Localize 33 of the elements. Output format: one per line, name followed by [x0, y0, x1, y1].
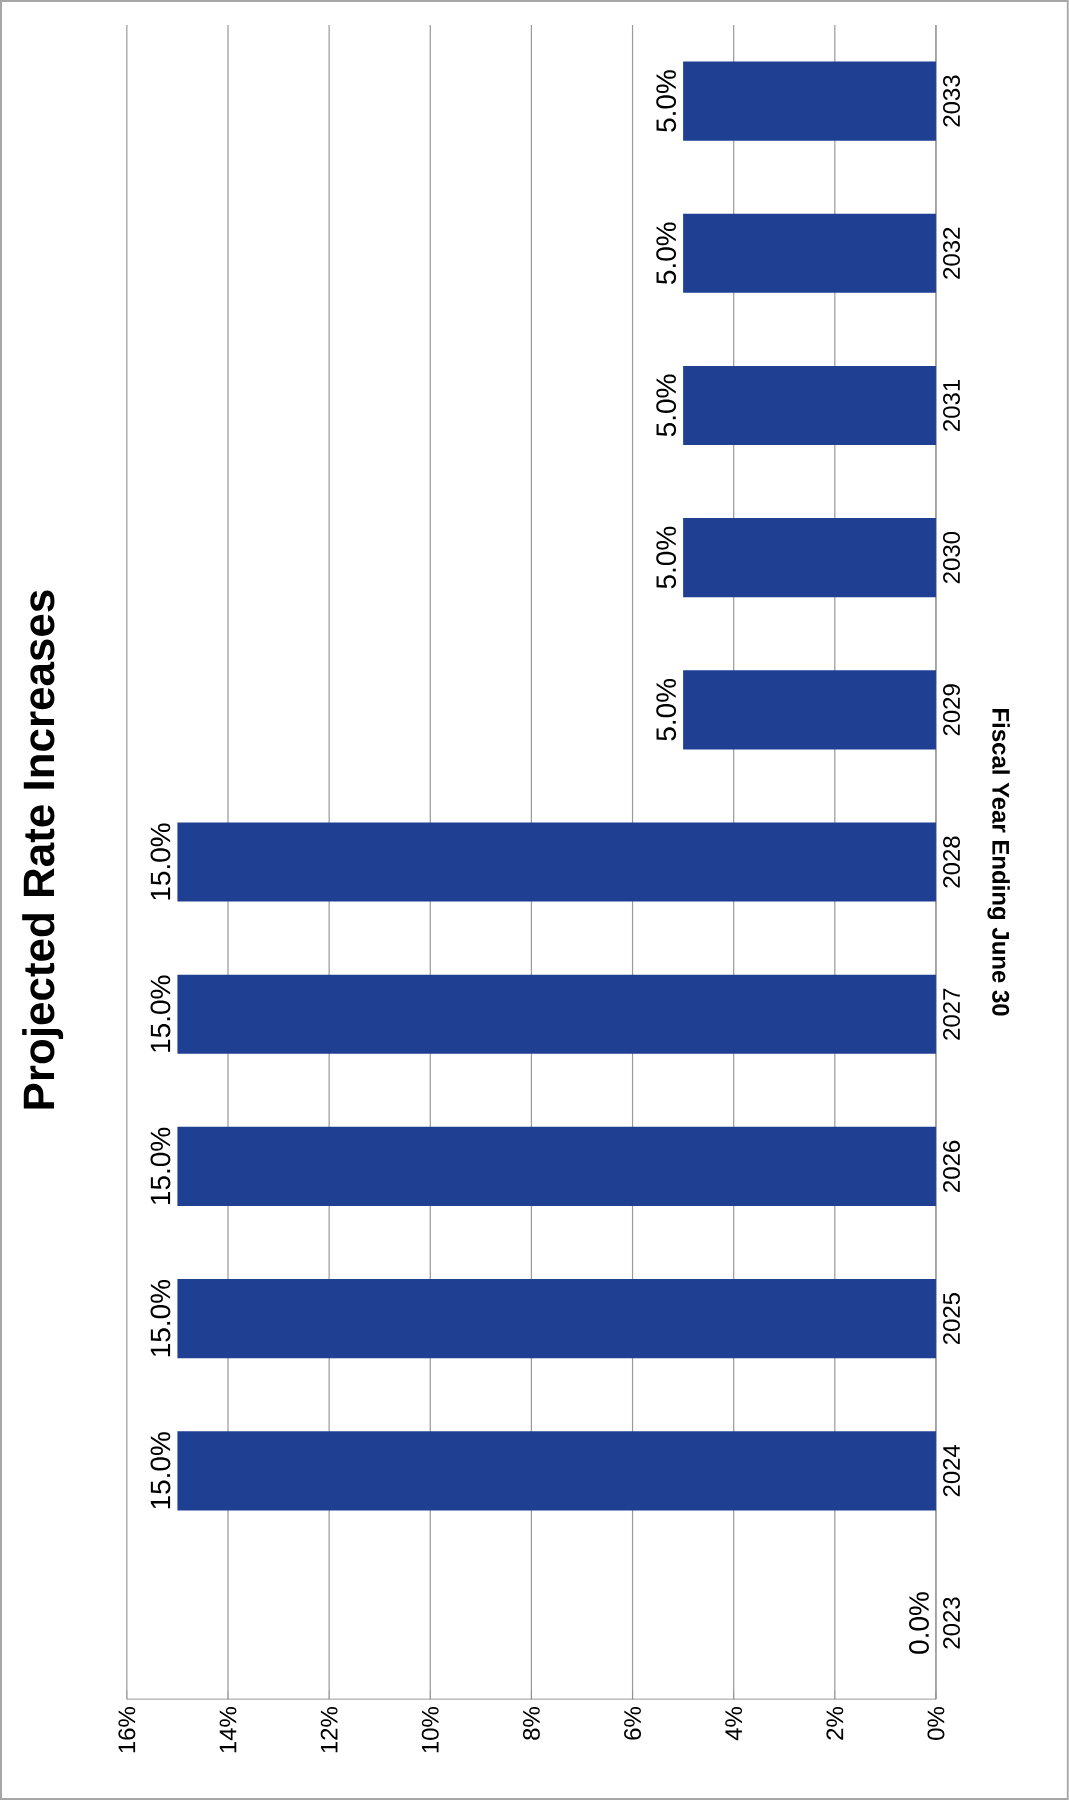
y-tick-label: 2028 — [943, 836, 961, 888]
x-tick-label: 10% — [421, 1707, 439, 1753]
data-label: 5.0% — [656, 70, 677, 132]
y-tick-label: 2030 — [943, 531, 961, 584]
x-tick-label: 6% — [624, 1707, 642, 1740]
y-tick-label: 2026 — [943, 1140, 961, 1192]
y-axis-title: Fiscal Year Ending June 30 — [987, 709, 1010, 1016]
x-tick-label: 12% — [320, 1707, 338, 1753]
data-label: 5.0% — [656, 222, 677, 285]
y-tick-label: 2033 — [943, 75, 961, 127]
data-label: 5.0% — [656, 374, 677, 437]
data-label: 5.0% — [656, 526, 677, 589]
data-label: 15.0% — [150, 823, 171, 900]
data-label: 5.0% — [656, 678, 677, 741]
y-tick-label: 2027 — [943, 988, 961, 1040]
data-label: 15.0% — [150, 1127, 171, 1204]
data-label: 15.0% — [150, 1432, 171, 1509]
x-tick-label: 0% — [927, 1707, 945, 1740]
x-tick-label: 8% — [523, 1707, 540, 1740]
data-label: 0.0% — [909, 1592, 930, 1654]
data-label: 15.0% — [150, 1279, 171, 1357]
y-tick-label: 2024 — [943, 1444, 961, 1497]
data-label: 15.0% — [150, 975, 171, 1052]
x-tick-label: 14% — [219, 1707, 237, 1753]
y-tick-label: 2025 — [943, 1293, 961, 1345]
x-tick-label: 2% — [826, 1707, 844, 1740]
x-tick-label: 4% — [725, 1707, 743, 1741]
y-tick-label: 2023 — [943, 1597, 961, 1649]
x-tick-label: 16% — [118, 1707, 136, 1753]
y-tick-label: 2031 — [943, 379, 961, 431]
y-tick-label: 2032 — [943, 227, 961, 279]
y-tick-label: 2029 — [943, 684, 961, 736]
text: Projected Rate Increases — [22, 590, 64, 1109]
